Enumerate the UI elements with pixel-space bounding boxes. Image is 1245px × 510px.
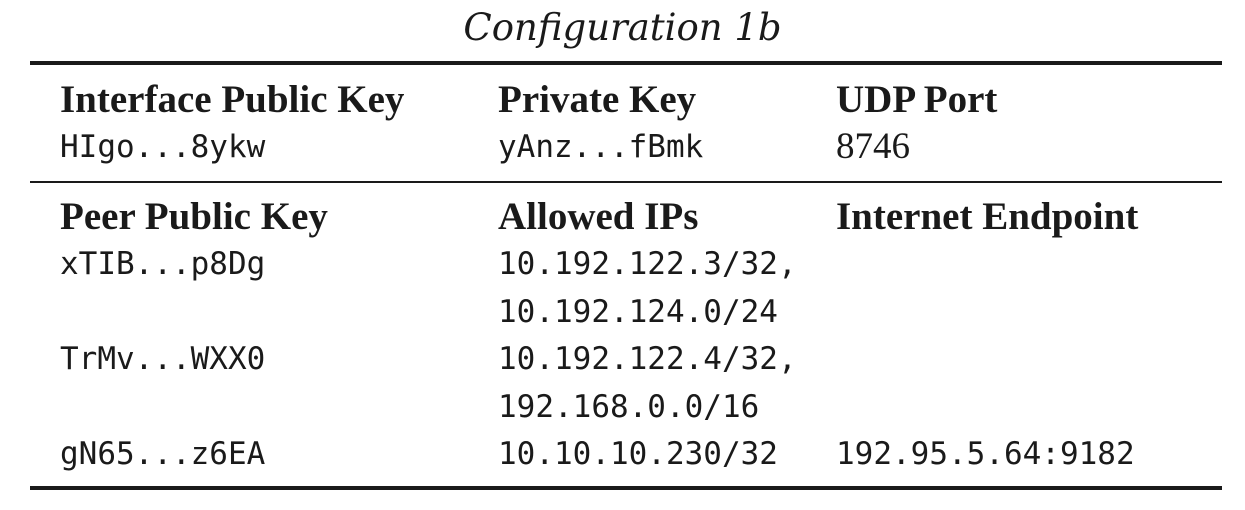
interface-private-key: yAnz...fBmk — [498, 129, 704, 165]
table-caption: Configuration 1b — [463, 6, 782, 49]
peer-allowed-ip: 10.10.10.230/32 — [498, 436, 778, 472]
header-allowed-ips: Allowed IPs — [498, 195, 699, 238]
header-peer-public-key: Peer Public Key — [60, 195, 328, 238]
peer-allowed-ip: 10.192.122.3/32, — [498, 246, 797, 282]
bottom-rule — [30, 486, 1222, 490]
peer-public-key: xTIB...p8Dg — [60, 246, 266, 282]
interface-public-key: HIgo...8ykw — [60, 129, 266, 165]
top-rule — [30, 61, 1222, 65]
peer-internet-endpoint: 192.95.5.64:9182 — [836, 436, 1135, 472]
peer-allowed-ip: 10.192.124.0/24 — [498, 294, 778, 330]
header-udp-port: UDP Port — [836, 78, 998, 121]
header-private-key: Private Key — [498, 78, 697, 121]
mid-rule — [30, 181, 1222, 183]
peer-public-key: TrMv...WXX0 — [60, 341, 266, 377]
peer-public-key: gN65...z6EA — [60, 436, 266, 472]
peer-allowed-ip: 10.192.122.4/32, — [498, 341, 797, 377]
header-internet-endpoint: Internet Endpoint — [836, 195, 1139, 238]
peer-allowed-ip: 192.168.0.0/16 — [498, 389, 760, 425]
interface-udp-port: 8746 — [836, 126, 910, 167]
header-interface-public-key: Interface Public Key — [60, 78, 405, 121]
